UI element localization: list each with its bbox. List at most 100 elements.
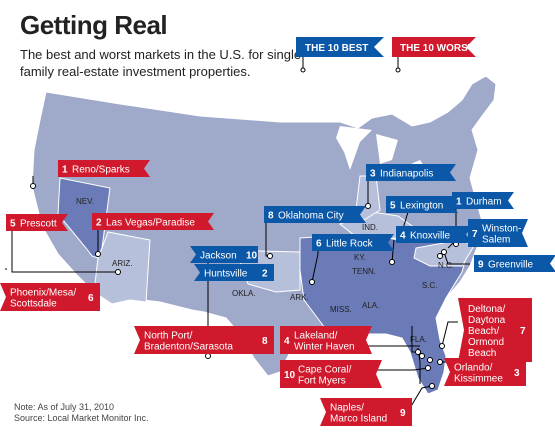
flag-market-name: Las Vegas/Paradise (106, 218, 195, 229)
state-label-miss: MISS. (330, 305, 352, 314)
flag-rank: 8 (268, 211, 274, 222)
state-label-fla: FLA. (410, 335, 427, 344)
flag-rank: 9 (478, 260, 484, 271)
flag-market-name: Deltona/Daytona Beach/Ormond Beach (468, 304, 506, 359)
flag-rank: 6 (316, 239, 322, 250)
flag-market-name: Little Rock (326, 239, 374, 250)
flag-rank: 9 (400, 408, 406, 419)
note-date: Note: As of July 31, 2010 (14, 402, 115, 412)
flag-market-name: Indianapolis (380, 169, 433, 180)
worst-market-flag-6: 6 Phoenix/Mesa/Scottsdale (0, 283, 100, 311)
flag-shape (194, 264, 274, 281)
flag-shape (6, 214, 68, 231)
flag-rank: 10 (246, 251, 258, 262)
flag-rank: 8 (262, 336, 268, 347)
lake-huron (376, 134, 398, 164)
state-label-ariz: ARIZ. (112, 259, 132, 268)
flag-shape (320, 398, 412, 426)
flag-market-name: Naples/Marco Island (330, 403, 387, 425)
state-label-nc: N.C. (438, 261, 454, 270)
worst-market-flag-3: 3 Orlando/Kissimmee (444, 358, 526, 386)
legend-worst-flag: THE 10 WORST (392, 37, 476, 73)
best-market-flag-9: 9 Greenville (474, 255, 555, 272)
state-label-ind: IND. (362, 223, 378, 232)
flag-shape (444, 358, 526, 386)
state-label-nev: NEV. (76, 197, 94, 206)
flag-rank: 10 (284, 370, 296, 381)
flag-shape (92, 213, 214, 230)
note-source: Source: Local Market Monitor Inc. (14, 413, 149, 423)
flag-rank: 4 (400, 231, 406, 242)
footnote: Note: As of July 31, 2010 Source: Local … (14, 402, 149, 424)
flag-shape (280, 326, 372, 354)
flag-shape (474, 255, 555, 272)
worst-market-flag-8: 8 North Port/Bradenton/Sarasota (134, 326, 274, 354)
flag-shape (134, 326, 274, 354)
flag-rank: 2 (96, 218, 102, 229)
legend-worst-label: THE 10 WORST (400, 43, 474, 54)
best-market-flag-7: 7 Winston-Salem (468, 219, 528, 247)
worst-market-flag-1: 1 Reno/Sparks (58, 160, 150, 177)
best-market-flag-8: 8 Oklahoma City (264, 206, 366, 223)
state-label-tenn: TENN. (352, 267, 376, 276)
flag-shape (312, 234, 394, 251)
worst-market-flag-4: 4 Lakeland/Winter Haven (280, 326, 372, 354)
worst-market-flag-5: 5 Prescott (6, 214, 68, 231)
flag-market-name: Prescott (20, 219, 57, 230)
flag-market-name: Lakeland/Winter Haven (294, 331, 355, 353)
flag-shape (366, 164, 456, 181)
flag-market-name: Knoxville (410, 231, 450, 242)
flag-rank: 4 (284, 336, 290, 347)
flag-market-name: Huntsville (204, 269, 248, 280)
flag-market-name: Greenville (488, 260, 533, 271)
flag-market-name: Phoenix/Mesa/Scottsdale (10, 288, 76, 310)
state-label-ala: ALA. (362, 301, 379, 310)
flag-market-name: Lexington (400, 201, 443, 212)
flag-rank: 5 (390, 201, 396, 212)
best-market-flag-4: 4 Knoxville (396, 226, 472, 243)
flag-shape (190, 246, 258, 263)
flag-rank: 3 (370, 169, 376, 180)
flag-shape (280, 360, 382, 388)
market-flags: 1 Durham 2 Huntsville 3 Indianapolis 4 Knoxvill… (0, 160, 555, 426)
flag-shape (458, 298, 532, 362)
page-subtitle: The best and worst markets in the U.S. f… (20, 47, 306, 79)
flag-shape (264, 206, 366, 223)
best-market-flag-1: 1 Durham (452, 192, 514, 209)
flag-rank: 3 (514, 368, 520, 379)
flag-rank: 2 (262, 269, 268, 280)
worst-market-flag-10: 10 Cape Coral/Fort Myers (280, 360, 382, 388)
best-market-flag-10: 10 Jackson (190, 246, 258, 263)
best-market-flag-3: 3 Indianapolis (366, 164, 456, 181)
flag-shape (386, 196, 458, 213)
page-title: Getting Real (20, 10, 168, 40)
state-label-ark: ARK. (290, 293, 309, 302)
legend-best-label: THE 10 BEST (305, 43, 368, 54)
flag-rank: 1 (456, 197, 462, 208)
flag-market-name: Durham (466, 197, 502, 208)
flag-market-name: North Port/Bradenton/Sarasota (144, 331, 233, 353)
flag-shape (468, 219, 528, 247)
flag-market-name: Jackson (200, 251, 237, 262)
flag-rank: 6 (88, 293, 94, 304)
flag-shape (0, 283, 100, 311)
flag-market-name: Oklahoma City (278, 211, 344, 222)
great-lakes (336, 126, 372, 170)
best-market-flag-2: 2 Huntsville (194, 264, 274, 281)
worst-market-flag-2: 2 Las Vegas/Paradise (92, 213, 214, 230)
flag-rank: 7 (520, 326, 526, 337)
worst-market-flag-9: 9 Naples/Marco Island (320, 398, 412, 426)
state-label-sc: S.C. (422, 281, 438, 290)
best-market-flag-5: 5 Lexington (386, 196, 458, 213)
flag-rank: 1 (62, 165, 68, 176)
flag-market-name: Winston-Salem (482, 224, 521, 246)
flag-market-name: Reno/Sparks (72, 165, 130, 176)
flag-market-name: Cape Coral/Fort Myers (298, 365, 352, 387)
flag-market-name: Orlando/Kissimmee (454, 363, 503, 385)
best-market-flag-6: 6 Little Rock (312, 234, 394, 251)
legend-best-flag: THE 10 BEST (296, 37, 384, 73)
flag-rank: 5 (10, 219, 16, 230)
state-label-okla: OKLA. (232, 289, 256, 298)
flag-shape (396, 226, 472, 243)
